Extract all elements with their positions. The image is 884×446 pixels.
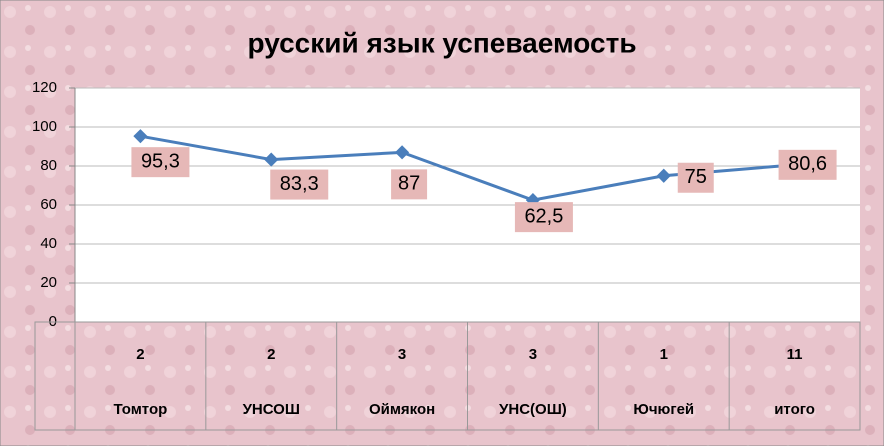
category-count: 3 [398,346,406,363]
category-count: 11 [787,346,803,363]
category-count: 1 [660,346,668,363]
x-tick-label: УНСОШ [243,401,300,418]
category-count: 2 [267,346,275,363]
chart-title: русский язык успеваемость [247,27,636,58]
data-label: 80,6 [788,153,827,175]
data-label-box [778,149,837,180]
x-tick-label: Ючюгей [633,401,694,418]
data-label-box [391,169,428,200]
data-label-box [677,162,714,193]
data-label-box [131,147,190,178]
marker [395,145,410,160]
y-tick-label: 0 [49,313,57,330]
data-label: 75 [685,166,707,188]
data-label: 83,3 [280,173,319,195]
x-tick-label: итого [774,401,815,418]
x-tick-label: Томтор [114,401,168,418]
data-label: 62,5 [524,205,563,227]
y-tick-label: 80 [40,157,57,174]
y-tick-label: 60 [40,196,57,213]
y-tick-label: 40 [40,235,57,252]
data-label: 87 [398,173,420,195]
marker [264,152,279,167]
data-label: 95,3 [141,150,180,172]
y-tick-label: 100 [32,118,57,135]
data-label-box [514,202,573,233]
x-tick-label: Оймякон [369,401,435,418]
x-tick-label: УНС(ОШ) [499,401,567,418]
marker [133,129,148,144]
y-tick-label: 20 [40,274,57,291]
marker [656,168,671,183]
data-label-box [270,169,329,200]
y-tick-label: 120 [32,79,57,96]
category-count: 3 [529,346,537,363]
category-count: 2 [136,346,144,363]
